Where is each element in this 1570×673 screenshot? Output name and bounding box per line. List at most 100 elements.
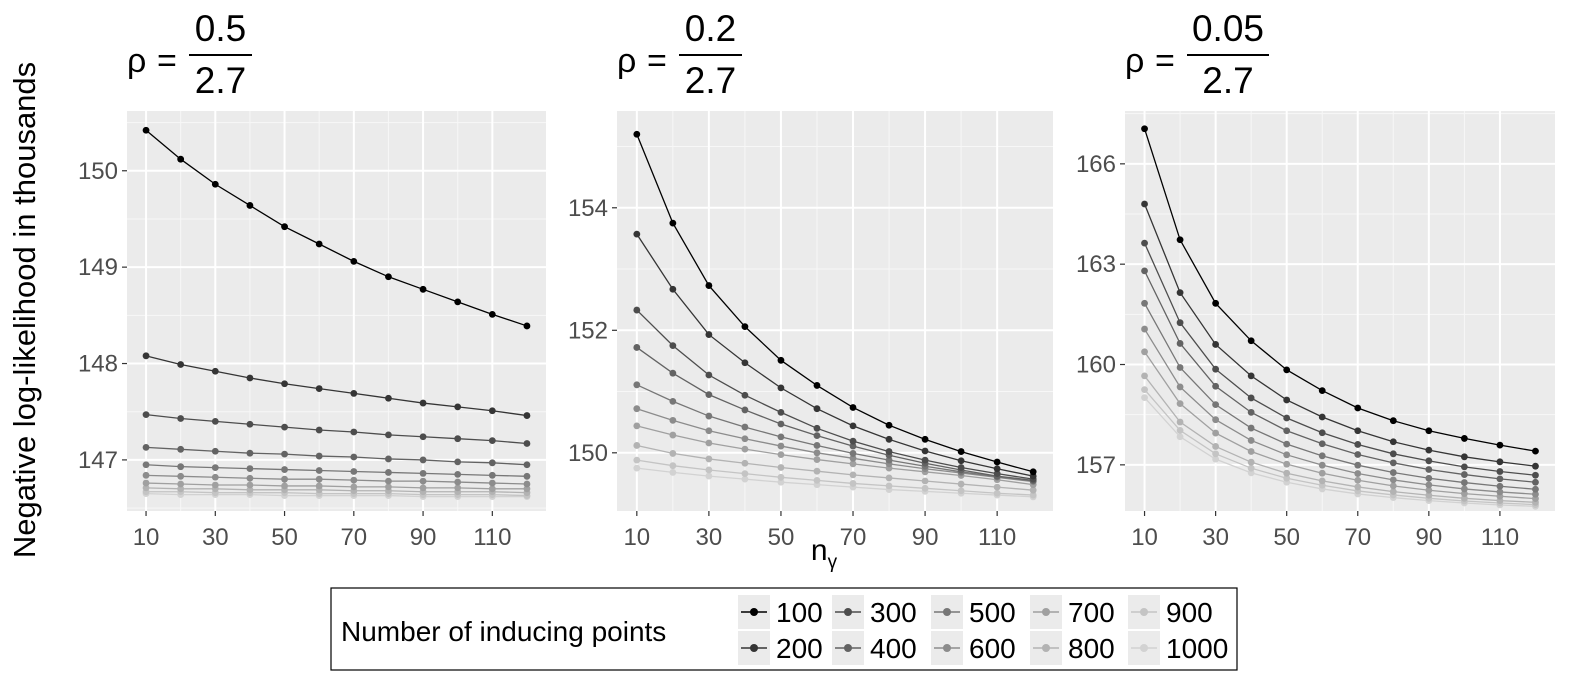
data-point — [957, 464, 965, 471]
data-point — [777, 408, 785, 416]
series-line-700 — [1144, 351, 1536, 500]
data-point — [246, 374, 254, 382]
data-point — [1176, 236, 1184, 244]
data-point — [1354, 427, 1362, 435]
series-line-400 — [1143, 270, 1536, 483]
data-point — [142, 443, 150, 451]
data-point — [741, 323, 749, 331]
data-point — [1354, 470, 1362, 477]
data-point — [705, 391, 713, 399]
data-point — [957, 457, 965, 465]
data-point — [993, 465, 1001, 473]
data-point — [281, 482, 288, 490]
legend-item-500: 500 — [931, 595, 1016, 629]
data-point — [1354, 451, 1362, 458]
data-point — [211, 473, 219, 481]
data-point — [1389, 459, 1397, 467]
legend-label: 100 — [776, 597, 823, 628]
y-tick-label: 148 — [78, 351, 118, 378]
data-point — [1212, 455, 1220, 463]
x-tick-label: 30 — [696, 524, 723, 551]
data-point — [1460, 471, 1468, 478]
data-point — [142, 411, 150, 419]
x-axis-label-sub: γ — [828, 552, 838, 573]
panel-title: ρ = 0.05 2.7 — [1125, 8, 1269, 101]
data-point — [1283, 469, 1291, 477]
data-point — [1141, 394, 1148, 402]
legend-label: 600 — [969, 633, 1016, 664]
data-point — [1425, 446, 1433, 454]
data-point — [741, 359, 749, 367]
x-tick-label: 10 — [623, 524, 650, 551]
x-tick-label: 90 — [912, 524, 939, 551]
title-numerator: 0.2 — [685, 8, 736, 49]
data-point — [1212, 443, 1220, 450]
data-point — [1354, 404, 1362, 412]
data-point — [419, 433, 427, 441]
panel-3: 10 30 50 70 90 110 157 160 163 166 ρ = 0.05 2.7 — [1076, 8, 1555, 551]
data-point — [1247, 372, 1255, 380]
data-point — [957, 487, 965, 495]
data-point — [315, 426, 323, 434]
series-line-1000 — [146, 493, 527, 498]
data-point — [741, 459, 749, 467]
equals-sign: = — [647, 42, 667, 80]
data-point — [315, 482, 323, 490]
data-point — [777, 464, 785, 471]
series-line-200 — [145, 355, 528, 417]
data-point — [454, 470, 462, 478]
data-point — [1247, 437, 1255, 444]
legend-key-point — [1042, 644, 1050, 652]
data-point — [1029, 486, 1037, 494]
series-line-500 — [636, 384, 1034, 482]
data-point — [142, 352, 150, 360]
data-point — [1460, 485, 1468, 493]
x-tick-label: 10 — [1131, 524, 1158, 551]
data-point — [813, 405, 821, 413]
data-point — [246, 486, 254, 494]
data-point — [1141, 125, 1148, 133]
data-point — [669, 431, 677, 439]
data-point — [1212, 416, 1220, 424]
series-line-1000 — [1144, 397, 1536, 507]
legend-label: 300 — [870, 597, 917, 628]
data-point — [1389, 450, 1397, 458]
panel-2: 10 30 50 70 90 110 150 152 154 ρ = 0.2 2.7 — [568, 8, 1053, 551]
data-point — [315, 475, 323, 483]
data-point — [849, 404, 857, 411]
y-tick-label: 152 — [568, 317, 608, 344]
series-line-900 — [636, 459, 1034, 496]
legend-item-400: 400 — [832, 631, 917, 665]
data-point — [350, 468, 358, 475]
legend-key-point — [844, 608, 852, 616]
data-point — [1532, 462, 1539, 470]
x-tick-label: 110 — [978, 524, 1016, 551]
data-point — [1354, 476, 1362, 484]
data-point — [741, 475, 749, 483]
x-tick-label: 90 — [410, 524, 437, 551]
data-point — [1176, 433, 1184, 441]
data-point — [419, 285, 427, 293]
data-point — [669, 369, 677, 377]
data-point — [350, 428, 358, 436]
data-point — [454, 435, 462, 443]
data-point — [350, 257, 358, 265]
data-point — [142, 461, 150, 469]
data-point — [246, 474, 254, 482]
data-point — [1425, 481, 1433, 489]
data-point — [385, 477, 392, 485]
data-point — [777, 384, 785, 392]
data-point — [1496, 475, 1504, 483]
y-tick-label: 154 — [568, 195, 608, 222]
data-point — [211, 417, 219, 425]
series-line-200 — [636, 233, 1034, 477]
legend-key-point — [943, 608, 951, 616]
data-point — [350, 483, 358, 491]
data-point — [1247, 424, 1255, 432]
data-point — [669, 397, 677, 405]
legend-box — [330, 587, 1238, 671]
data-point — [993, 470, 1001, 478]
rho-symbol: ρ — [1125, 42, 1144, 80]
data-point — [1176, 383, 1184, 391]
data-point — [315, 240, 323, 248]
